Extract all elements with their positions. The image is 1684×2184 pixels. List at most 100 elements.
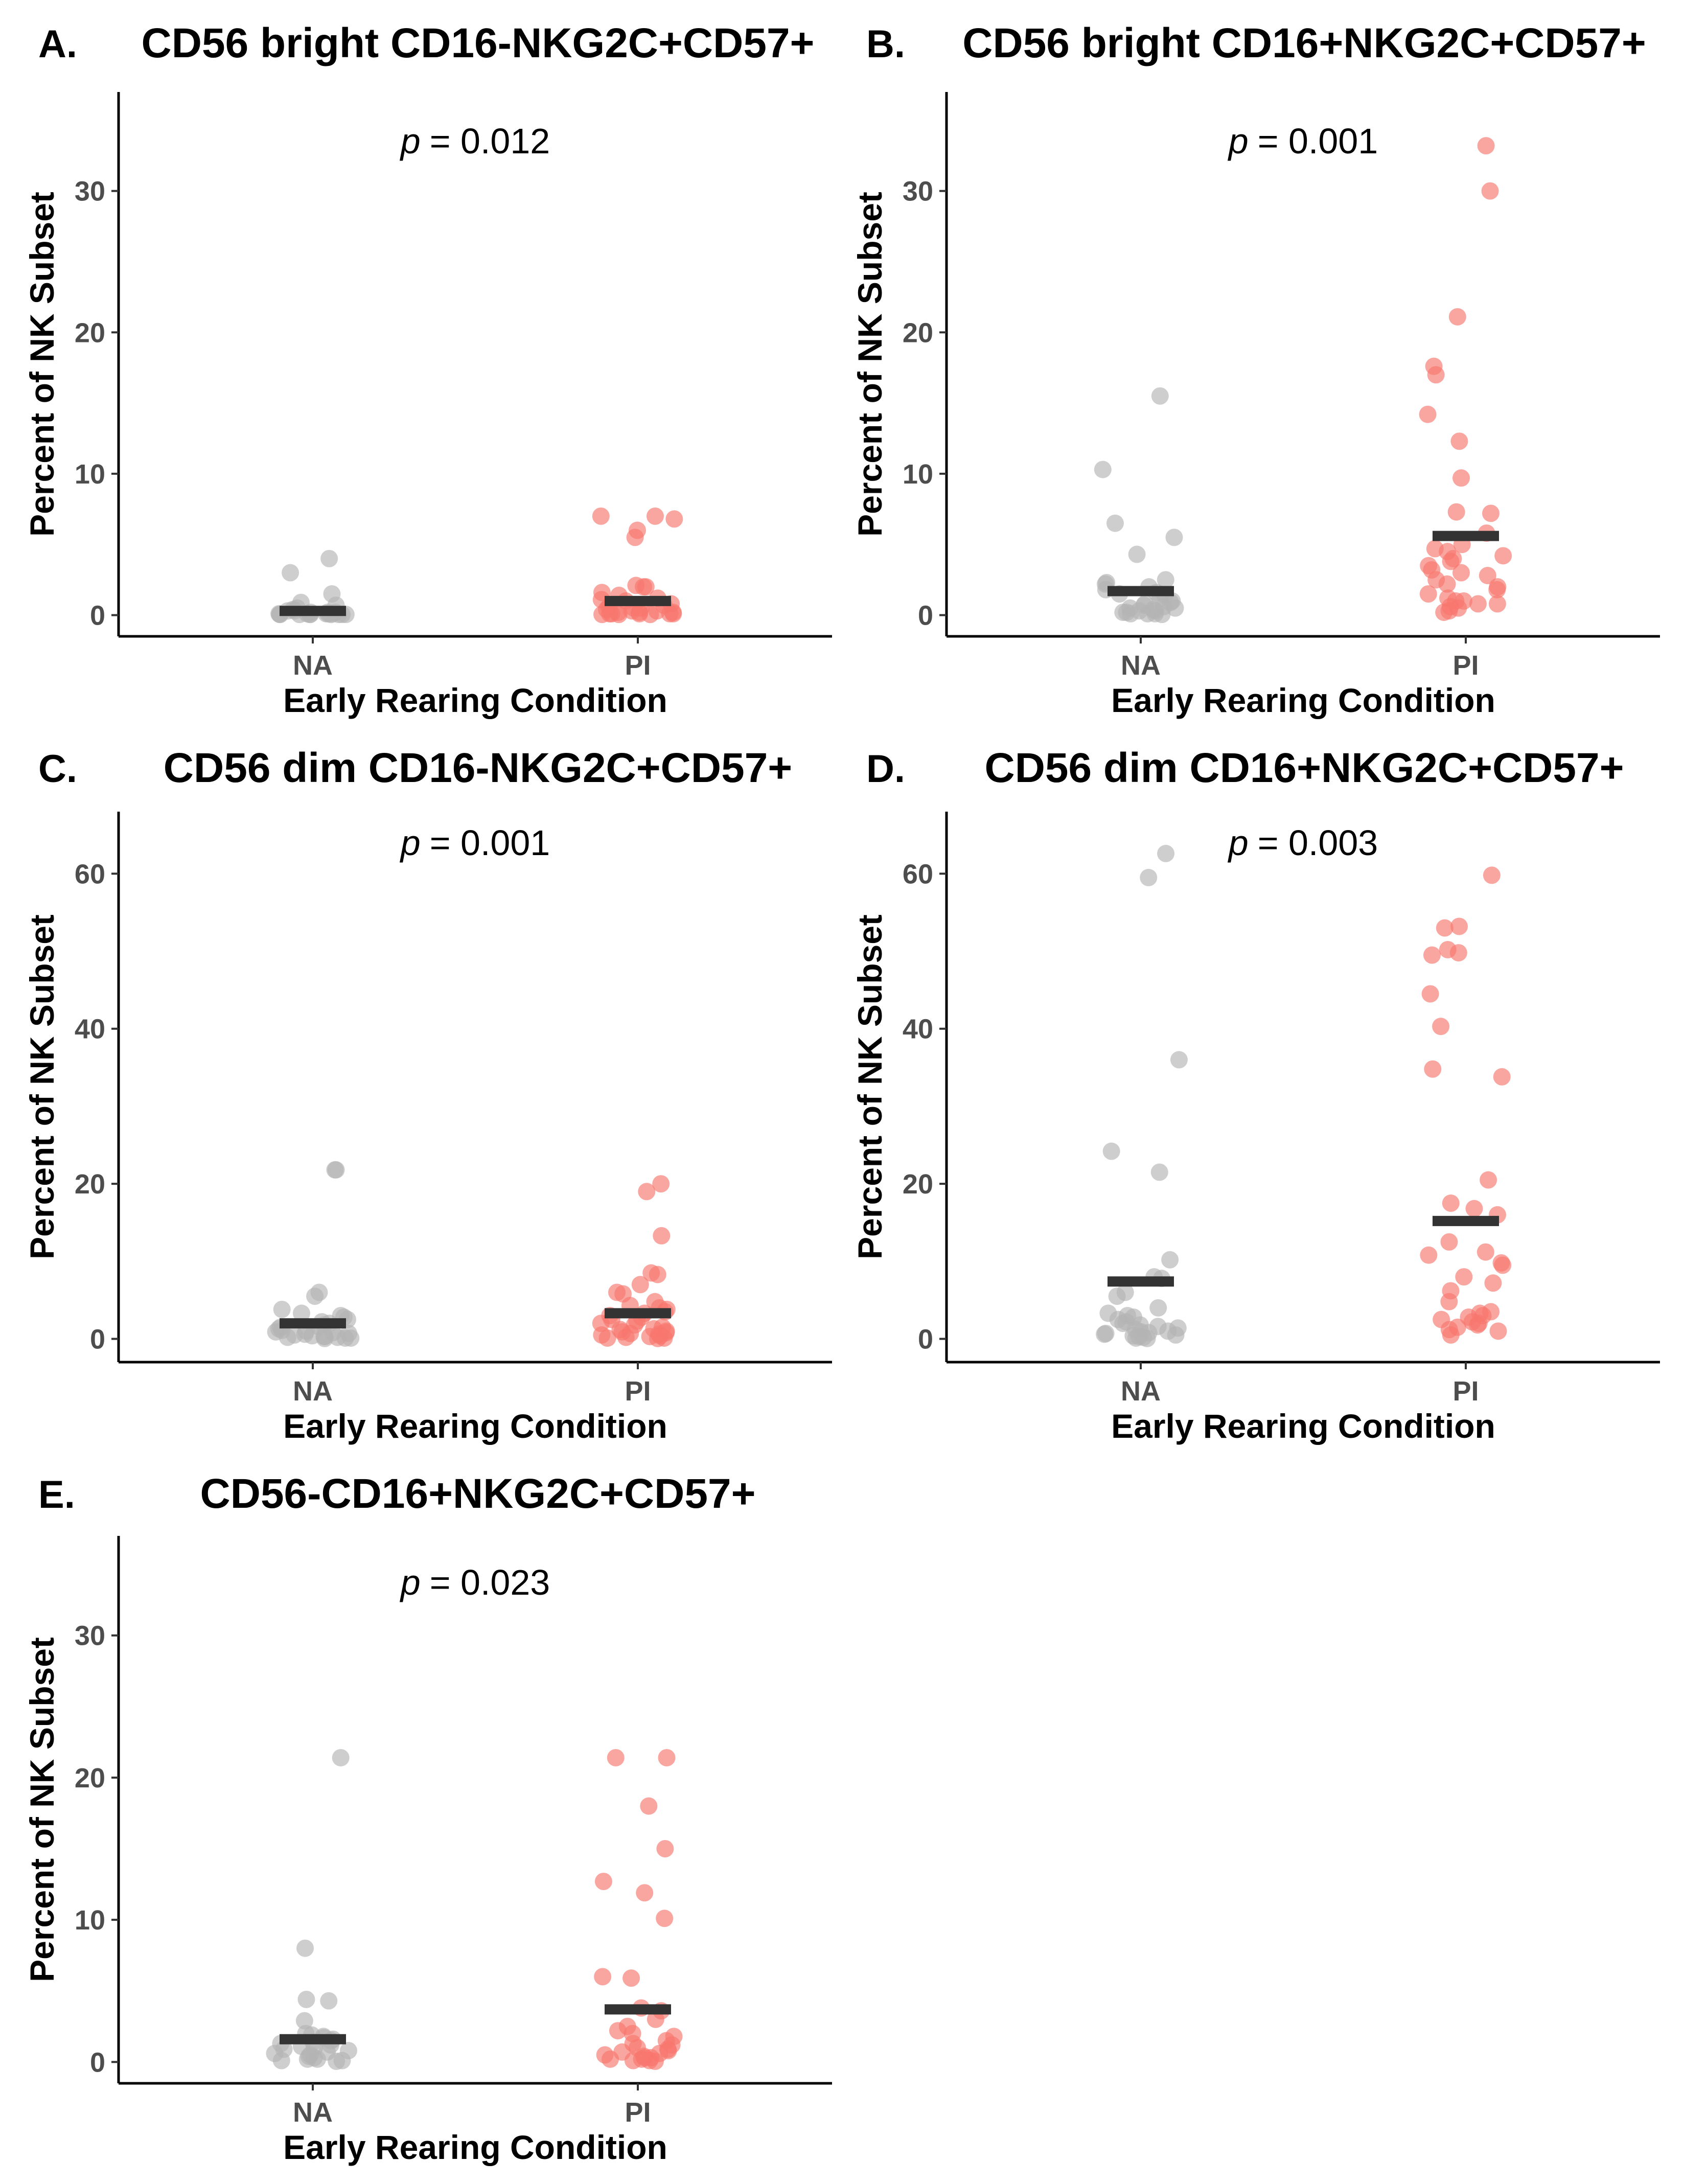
data-point-na xyxy=(273,1300,291,1318)
panel-letter: E. xyxy=(38,1473,75,1516)
data-point-pi xyxy=(640,1797,658,1815)
data-point-pi xyxy=(1483,866,1501,884)
data-point-pi xyxy=(635,578,653,596)
data-point-pi xyxy=(1494,547,1512,565)
data-point-pi xyxy=(1484,1274,1502,1292)
data-point-pi xyxy=(656,1910,674,1927)
data-point-pi xyxy=(1442,1326,1460,1344)
data-point-pi xyxy=(610,606,628,624)
y-tick-label: 0 xyxy=(90,601,105,631)
data-point-pi xyxy=(1477,1243,1494,1261)
data-point-pi xyxy=(1420,1246,1438,1264)
data-point-pi xyxy=(1440,1233,1458,1251)
data-point-na xyxy=(298,2050,316,2068)
data-point-pi xyxy=(1477,137,1495,155)
p-symbol: p xyxy=(400,121,421,161)
y-tick-label: 10 xyxy=(75,1905,105,1936)
data-point-pi xyxy=(638,1183,656,1201)
data-point-pi xyxy=(602,2050,619,2068)
y-tick-label: 10 xyxy=(75,459,105,490)
data-point-pi xyxy=(1438,575,1456,593)
y-tick-label: 10 xyxy=(903,459,933,490)
data-point-pi xyxy=(1489,1322,1507,1340)
data-point-pi xyxy=(593,606,611,624)
data-point-pi xyxy=(649,1266,666,1283)
data-point-na xyxy=(327,1161,345,1179)
y-tick-label: 30 xyxy=(75,176,105,207)
data-point-na xyxy=(1153,606,1171,624)
data-point-pi xyxy=(1488,581,1506,599)
data-point-pi xyxy=(1452,469,1470,487)
panel-letter: D. xyxy=(866,747,905,791)
y-tick-label: 0 xyxy=(918,1324,933,1354)
data-point-pi xyxy=(617,1328,635,1346)
chart-panel-d: D. CD56 dim CD16+NKG2C+CD57+ 0 20 40 60 NA PIEa… xyxy=(851,745,1660,1445)
y-tick-label: 0 xyxy=(90,1324,105,1354)
data-point-na xyxy=(1170,1051,1188,1069)
panel-title: CD56 dim CD16-NKG2C+CD57+ xyxy=(164,745,792,791)
data-point-pi xyxy=(1455,1268,1473,1286)
data-point-pi xyxy=(609,2022,627,2040)
data-point-pi xyxy=(598,1329,616,1347)
x-tick-label: PI xyxy=(1452,650,1479,681)
y-tick-label: 20 xyxy=(75,1169,105,1200)
y-tick-label: 30 xyxy=(75,1621,105,1651)
data-point-pi xyxy=(1442,553,1460,570)
x-axis-title: Early Rearing Condition xyxy=(283,681,667,719)
data-point-na xyxy=(295,2012,313,2030)
x-axis-title: Early Rearing Condition xyxy=(283,1407,667,1445)
y-tick-label: 0 xyxy=(90,2047,105,2078)
data-point-na xyxy=(282,564,299,582)
data-point-pi xyxy=(665,510,683,528)
panel-title: CD56 bright CD16+NKG2C+CD57+ xyxy=(962,20,1646,66)
data-point-na xyxy=(1108,1288,1126,1305)
panel-letter: C. xyxy=(38,747,77,791)
data-point-pi xyxy=(631,1276,649,1294)
data-point-pi xyxy=(1449,944,1467,962)
p-value: = 0.001 xyxy=(430,823,550,863)
data-point-pi xyxy=(653,1227,671,1245)
data-point-pi xyxy=(1421,985,1439,1003)
data-point-pi xyxy=(592,507,610,525)
data-point-na xyxy=(1122,605,1140,623)
y-axis-title: Percent of NK Subset xyxy=(851,192,889,537)
data-point-pi xyxy=(1450,432,1468,450)
data-point-pi xyxy=(624,2052,642,2070)
data-point-pi xyxy=(622,1969,640,1987)
p-symbol: p xyxy=(1228,121,1249,161)
y-tick-label: 40 xyxy=(903,1014,933,1045)
data-point-pi xyxy=(1424,1060,1442,1078)
data-point-na xyxy=(1102,1142,1120,1160)
x-tick-label: NA xyxy=(293,650,333,681)
data-point-pi xyxy=(661,605,679,623)
data-point-na xyxy=(1165,528,1183,546)
data-point-pi xyxy=(1493,1068,1511,1086)
data-point-pi xyxy=(1427,366,1445,384)
data-point-na xyxy=(1096,1325,1114,1343)
data-point-pi xyxy=(1423,946,1441,964)
panel-letter: A. xyxy=(38,22,77,66)
data-point-pi xyxy=(646,2052,664,2070)
y-tick-label: 20 xyxy=(75,317,105,348)
p-value: = 0.012 xyxy=(430,121,550,161)
data-point-pi xyxy=(647,2010,664,2028)
data-point-pi xyxy=(656,1840,674,1857)
data-point-na xyxy=(292,1304,310,1322)
data-point-pi xyxy=(1448,308,1466,326)
y-axis-title: Percent of NK Subset xyxy=(23,1637,61,1982)
chart-panel-a: A. CD56 bright CD16-NKG2C+CD57+ 0 10 20 30 NA P… xyxy=(23,20,832,719)
panel-title: CD56 bright CD16-NKG2C+CD57+ xyxy=(142,20,815,66)
data-point-na xyxy=(297,1990,315,2008)
p-value-label: p = 0.003 xyxy=(1228,823,1378,863)
data-point-na xyxy=(328,2052,345,2070)
x-axis-title: Early Rearing Condition xyxy=(1111,1407,1495,1445)
y-tick-label: 30 xyxy=(903,176,933,207)
data-point-na xyxy=(1150,1163,1168,1181)
data-point-na xyxy=(320,549,338,567)
data-point-pi xyxy=(1480,1171,1497,1189)
p-symbol: p xyxy=(400,823,421,863)
data-point-na xyxy=(296,1939,314,1957)
data-point-na xyxy=(1157,844,1175,862)
y-axis-title: Percent of NK Subset xyxy=(23,914,61,1259)
p-value: = 0.003 xyxy=(1258,823,1378,863)
